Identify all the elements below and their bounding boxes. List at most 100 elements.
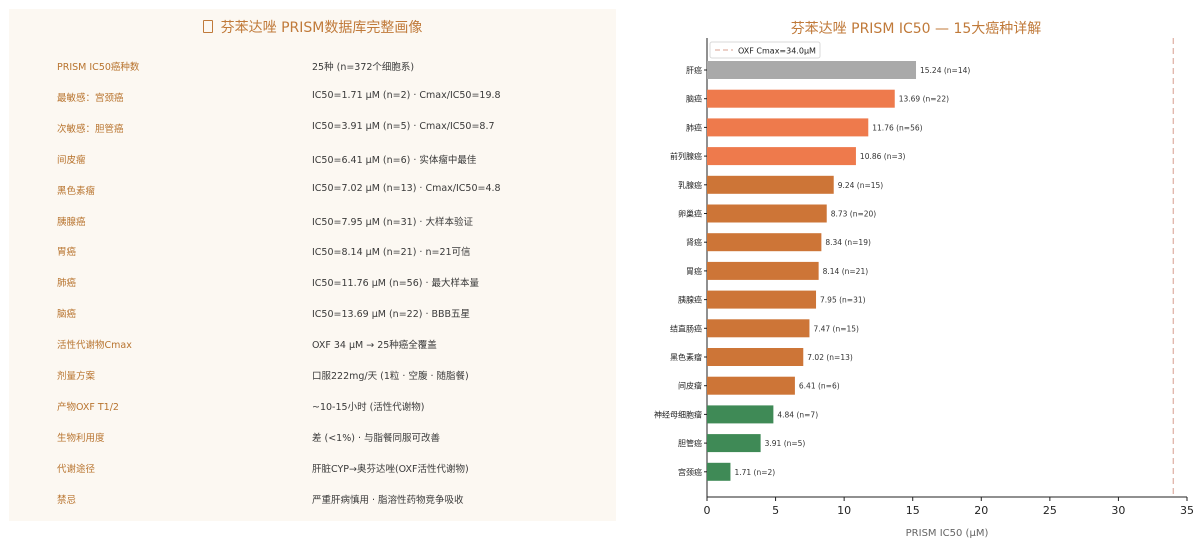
bar (707, 319, 810, 338)
profile-panel: 芬苯达唑 PRISM数据库完整画像 PRISM IC50癌种数 25种 (n=37… (9, 9, 616, 521)
profile-row-label: 代谢途径 (57, 463, 96, 475)
data-label: 8.34 (n=19) (825, 238, 871, 247)
data-label: 13.69 (n=22) (899, 95, 949, 104)
bar (707, 147, 856, 166)
legend-label: OXF Cmax=34.0μM (738, 47, 816, 56)
bar (707, 233, 822, 252)
document-icon (202, 20, 213, 33)
ic50-chart: 芬苯达唑 PRISM IC50 — 15大癌种详解 肝癌 15.24 (n=14)… (632, 0, 1200, 542)
profile-row: 禁忌 严重肝病慎用 · 脂溶性药物竞争吸收 (9, 490, 616, 510)
profile-row-label: 脑癌 (57, 309, 77, 321)
category-label: 黑色素瘤 (670, 352, 702, 362)
category-label: 胰腺癌 (678, 295, 702, 305)
profile-row: 肺癌 IC50=11.76 μM (n=56) · 最大样本量 (9, 273, 616, 293)
data-label: 10.86 (n=3) (860, 152, 906, 161)
category-label: 结直肠癌 (670, 323, 702, 333)
profile-row: PRISM IC50癌种数 25种 (n=372个细胞系) (9, 57, 616, 77)
x-tick-label: 10 (837, 504, 851, 517)
x-tick-label: 35 (1180, 504, 1194, 517)
profile-row-value: IC50=6.41 μM (n=6) · 实体瘤中最佳 (312, 154, 477, 166)
profile-row: 最敏感：宫颈癌 IC50=1.71 μM (n=2) · Cmax/IC50=19… (9, 88, 616, 108)
profile-row-value: IC50=8.14 μM (n=21) · n=21可信 (312, 247, 471, 259)
profile-row-value: IC50=7.95 μM (n=31) · 大样本验证 (312, 216, 473, 228)
data-label: 15.24 (n=14) (920, 66, 970, 75)
data-label: 4.84 (n=7) (777, 410, 818, 419)
bar (707, 89, 895, 108)
profile-row-value: IC50=11.76 μM (n=56) · 最大样本量 (312, 278, 480, 290)
data-label: 7.95 (n=31) (820, 296, 866, 305)
profile-row-label: 剂量方案 (57, 371, 96, 382)
profile-row-value: 25种 (n=372个细胞系) (312, 62, 415, 73)
x-tick-label: 20 (974, 504, 988, 517)
x-tick-label: 30 (1111, 504, 1125, 517)
x-tick-label: 5 (772, 504, 779, 517)
profile-row-value: IC50=1.71 μM (n=2) · Cmax/IC50=19.8 (312, 89, 501, 101)
profile-row-label: 胃癌 (57, 247, 77, 259)
profile-row: 剂量方案 口服222mg/天 (1粒 · 空腹 · 随脂餐) (9, 366, 616, 386)
bar (707, 462, 731, 481)
profile-row-label: 生物利用度 (57, 432, 105, 444)
category-label: 乳腺癌 (678, 180, 702, 190)
x-tick-label: 0 (704, 504, 711, 517)
profile-row-value: 口服222mg/天 (1粒 · 空腹 · 随脂餐) (312, 371, 469, 382)
profile-row-label: 肺癌 (57, 278, 77, 290)
chart-svg: 肝癌 15.24 (n=14) 脑癌 13.69 (n=22) 肺癌 11.76 (n=5… (654, 38, 1194, 539)
profile-row-value: OXF 34 μM → 25种癌全覆盖 (312, 340, 437, 352)
x-axis-label: PRISM IC50 (μM) (906, 528, 989, 539)
category-label: 胃癌 (686, 266, 702, 276)
category-label: 胆管癌 (678, 438, 702, 448)
profile-title: 芬苯达唑 PRISM数据库完整画像 (9, 17, 616, 37)
category-label: 间皮瘤 (678, 381, 702, 391)
category-label: 肺癌 (686, 122, 702, 132)
bar (707, 376, 795, 395)
data-label: 8.14 (n=21) (823, 267, 869, 276)
x-tick-label: 25 (1043, 504, 1057, 517)
data-label: 8.73 (n=20) (831, 210, 877, 219)
bar (707, 348, 804, 366)
profile-row-value: IC50=13.69 μM (n=22) · BBB五星 (312, 309, 471, 321)
profile-row: 黑色素瘤 IC50=7.02 μM (n=13) · Cmax/IC50=4.8 (9, 181, 616, 201)
data-label: 3.91 (n=5) (765, 439, 806, 448)
profile-row-label: 黑色素瘤 (57, 185, 96, 197)
profile-row: 间皮瘤 IC50=6.41 μM (n=6) · 实体瘤中最佳 (9, 150, 616, 170)
profile-row: 代谢途径 肝脏CYP→奥芬达唑(OXF活性代谢物) (9, 459, 616, 479)
data-label: 6.41 (n=6) (799, 382, 840, 391)
profile-row-value: IC50=3.91 μM (n=5) · Cmax/IC50=8.7 (312, 120, 495, 132)
data-label: 7.47 (n=15) (813, 324, 859, 333)
profile-row-label: 产物OXF T1/2 (57, 401, 119, 413)
profile-row: 产物OXF T1/2 ~10-15小时 (活性代谢物) (9, 397, 616, 417)
profile-row-label: 间皮瘤 (57, 154, 86, 166)
data-label: 11.76 (n=56) (872, 123, 922, 132)
bar (707, 204, 827, 223)
profile-row-value: 肝脏CYP→奥芬达唑(OXF活性代谢物) (312, 463, 469, 475)
profile-row-label: PRISM IC50癌种数 (57, 62, 140, 73)
profile-row: 胃癌 IC50=8.14 μM (n=21) · n=21可信 (9, 242, 616, 262)
category-label: 神经母细胞瘤 (654, 409, 702, 419)
bar (707, 405, 774, 424)
profile-row: 活性代谢物Cmax OXF 34 μM → 25种癌全覆盖 (9, 335, 616, 355)
profile-row-label: 最敏感：宫颈癌 (57, 92, 124, 104)
category-label: 宫颈癌 (678, 467, 702, 477)
profile-row-label: 禁忌 (57, 494, 77, 506)
profile-row: 生物利用度 差 (<1%) · 与脂餐同服可改善 (9, 428, 616, 448)
profile-row-value: ~10-15小时 (活性代谢物) (312, 401, 425, 413)
profile-row: 胰腺癌 IC50=7.95 μM (n=31) · 大样本验证 (9, 212, 616, 232)
bar (707, 118, 869, 137)
data-label: 7.02 (n=13) (807, 353, 853, 362)
category-label: 肝癌 (686, 65, 702, 75)
profile-title-text: 芬苯达唑 PRISM数据库完整画像 (220, 20, 423, 36)
profile-row-value: IC50=7.02 μM (n=13) · Cmax/IC50=4.8 (312, 182, 501, 194)
profile-row: 次敏感：胆管癌 IC50=3.91 μM (n=5) · Cmax/IC50=8.… (9, 119, 616, 139)
data-label: 9.24 (n=15) (838, 181, 884, 190)
category-label: 肾癌 (686, 237, 702, 247)
legend-box (709, 41, 821, 59)
profile-row-label: 活性代谢物Cmax (57, 340, 132, 352)
bar (707, 290, 817, 309)
chart-title: 芬苯达唑 PRISM IC50 — 15大癌种详解 (790, 21, 1042, 37)
profile-row-label: 次敏感：胆管癌 (57, 123, 124, 135)
profile-row: 脑癌 IC50=13.69 μM (n=22) · BBB五星 (9, 304, 616, 324)
category-label: 卵巢癌 (678, 209, 702, 219)
data-label: 1.71 (n=2) (734, 468, 775, 477)
x-tick-label: 15 (906, 504, 920, 517)
bar (707, 175, 834, 194)
